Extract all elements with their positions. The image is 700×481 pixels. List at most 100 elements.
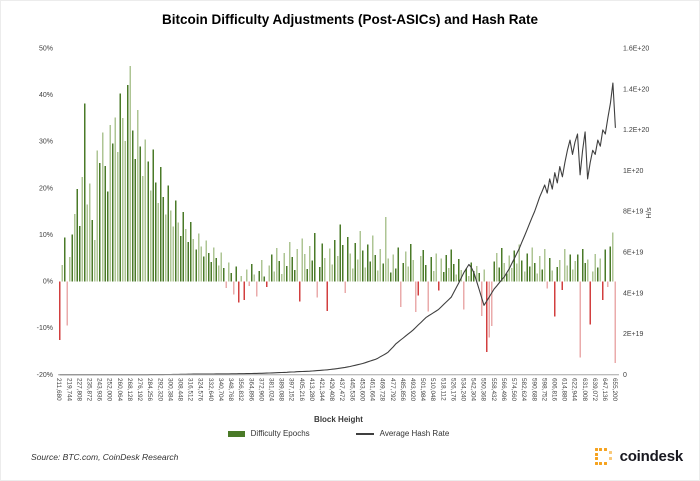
logo-dot bbox=[594, 448, 598, 451]
x-tick-label: 340,704 bbox=[217, 378, 224, 402]
x-tick-label: 598,752 bbox=[540, 378, 547, 402]
difficulty-bar bbox=[594, 253, 597, 282]
difficulty-bar bbox=[263, 276, 265, 282]
difficulty-bar bbox=[314, 232, 316, 282]
logo-dot-light bbox=[608, 451, 612, 454]
difficulty-bar bbox=[579, 281, 581, 358]
difficulty-bar bbox=[76, 189, 78, 282]
difficulty-bar bbox=[485, 281, 488, 352]
difficulty-bar bbox=[180, 236, 182, 282]
x-axis-title: Block Height bbox=[314, 415, 363, 424]
difficulty-bar bbox=[129, 65, 132, 282]
difficulty-bar bbox=[233, 281, 235, 295]
difficulty-bar bbox=[164, 214, 167, 282]
x-tick-label: 614,880 bbox=[561, 378, 568, 402]
difficulty-bar bbox=[124, 141, 126, 282]
difficulty-bar bbox=[144, 139, 147, 282]
difficulty-bar bbox=[291, 257, 293, 282]
difficulty-bar bbox=[324, 258, 326, 282]
difficulty-bar bbox=[86, 204, 89, 282]
difficulty-bar bbox=[329, 248, 331, 282]
logo-dot bbox=[599, 461, 603, 465]
difficulty-bar bbox=[589, 281, 591, 325]
difficulty-bar bbox=[66, 281, 68, 326]
y-right-tick-label: 1.6E+20 bbox=[623, 46, 649, 53]
x-tick-label: 276,192 bbox=[136, 378, 143, 402]
legend-item-hash-rate: Average Hash Rate bbox=[355, 429, 449, 438]
x-tick-label: 558,432 bbox=[490, 378, 497, 402]
x-tick-label: 590,688 bbox=[530, 378, 537, 402]
difficulty-bar bbox=[316, 281, 319, 298]
x-tick-label: 235,872 bbox=[86, 378, 93, 402]
difficulty-bar bbox=[238, 281, 240, 303]
difficulty-bar bbox=[167, 185, 169, 282]
difficulty-bar bbox=[240, 275, 243, 282]
difficulty-bar bbox=[468, 275, 470, 282]
logo-dot bbox=[594, 452, 598, 456]
difficulty-bar bbox=[422, 250, 425, 282]
difficulty-bar bbox=[533, 262, 536, 282]
y-right-tick-label: 1E+20 bbox=[623, 168, 644, 175]
difficulty-bar bbox=[185, 229, 187, 282]
difficulty-bar bbox=[230, 273, 233, 282]
difficulty-bar bbox=[331, 264, 334, 282]
difficulty-bar bbox=[609, 246, 612, 282]
y-right-tick-label: 8E+19 bbox=[623, 209, 644, 216]
y-right-tick-label: 1.4E+20 bbox=[623, 86, 649, 93]
difficulty-bar bbox=[119, 93, 121, 282]
x-tick-label: 364,896 bbox=[247, 378, 254, 402]
difficulty-bar bbox=[460, 270, 463, 282]
x-tick-label: 437,472 bbox=[338, 378, 345, 402]
x-tick-label: 485,856 bbox=[399, 378, 406, 402]
x-tick-label: 550,368 bbox=[480, 378, 487, 402]
difficulty-bar bbox=[362, 250, 364, 282]
difficulty-bar bbox=[223, 267, 225, 282]
difficulty-bar bbox=[488, 281, 490, 338]
difficulty-bar bbox=[104, 166, 106, 282]
x-tick-label: 574,560 bbox=[510, 378, 517, 402]
difficulty-bar bbox=[359, 231, 362, 282]
difficulty-bar bbox=[356, 259, 359, 282]
logo-dot-light bbox=[608, 457, 612, 460]
difficulty-bar bbox=[266, 281, 268, 287]
x-tick-label: 469,728 bbox=[379, 378, 386, 402]
difficulty-bar bbox=[541, 269, 543, 282]
difficulty-epochs-swatch bbox=[227, 430, 245, 437]
x-tick-label: 622,944 bbox=[571, 378, 578, 402]
y-right-tick-label: 2E+19 bbox=[623, 331, 644, 338]
y-right-tick-label: 6E+19 bbox=[623, 250, 644, 257]
difficulty-bar bbox=[94, 239, 96, 282]
x-tick-label: 429,408 bbox=[328, 378, 335, 402]
y-left-tick-label: 20% bbox=[39, 185, 53, 192]
difficulty-bar bbox=[435, 253, 437, 282]
coindesk-logo-mark-icon bbox=[594, 448, 613, 465]
difficulty-bar bbox=[566, 265, 569, 282]
difficulty-bar bbox=[440, 258, 442, 282]
difficulty-bar bbox=[574, 260, 576, 282]
difficulty-bar bbox=[546, 281, 549, 289]
difficulty-bar bbox=[571, 269, 574, 282]
x-tick-label: 655,200 bbox=[611, 378, 618, 402]
difficulty-bar bbox=[245, 269, 248, 282]
difficulty-bar bbox=[538, 256, 541, 282]
difficulty-bar bbox=[207, 252, 210, 282]
y-right-tick-label: 1.2E+20 bbox=[623, 127, 649, 134]
difficulty-bar bbox=[71, 234, 73, 282]
difficulty-bar bbox=[169, 210, 172, 282]
x-tick-label: 501,984 bbox=[419, 378, 426, 402]
difficulty-bar bbox=[607, 281, 609, 287]
y-left-tick-label: 40% bbox=[39, 92, 53, 99]
difficulty-bar bbox=[442, 272, 445, 282]
logo-dot bbox=[594, 461, 598, 465]
x-tick-label: 582,624 bbox=[520, 378, 527, 402]
difficulty-bar bbox=[599, 258, 602, 282]
difficulty-bar bbox=[470, 262, 473, 282]
difficulty-bar bbox=[288, 241, 291, 282]
difficulty-bar bbox=[73, 213, 76, 282]
difficulty-bar bbox=[162, 197, 164, 282]
difficulty-bar bbox=[81, 176, 84, 282]
difficulty-bar bbox=[561, 281, 564, 290]
difficulty-bar bbox=[109, 125, 111, 282]
x-tick-label: 284,256 bbox=[146, 378, 153, 402]
